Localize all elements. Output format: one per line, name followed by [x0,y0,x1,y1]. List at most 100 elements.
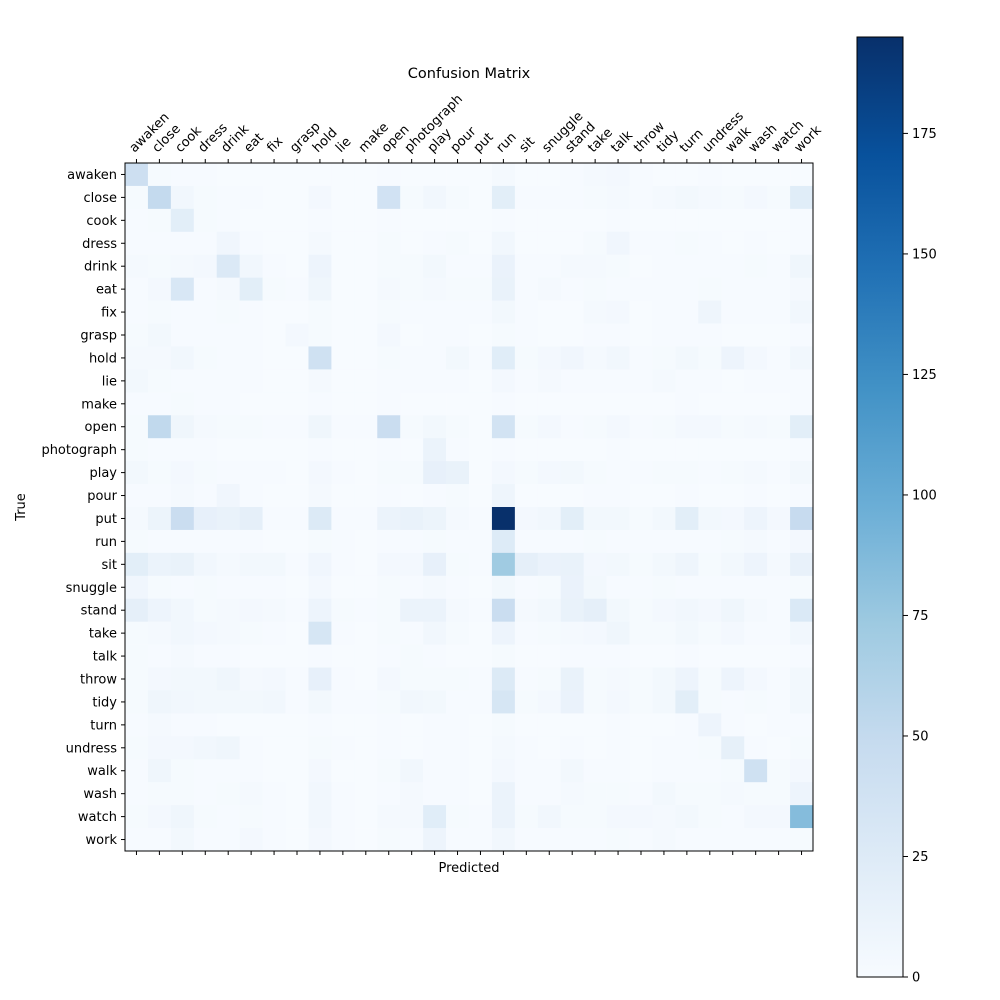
heatmap-cell [560,392,584,416]
heatmap-cell [377,231,401,256]
heatmap-cell [790,690,814,714]
heatmap-cell [469,346,493,370]
heatmap-cell [606,277,630,301]
heatmap-cell [629,736,653,760]
heatmap-cell [629,644,653,668]
heatmap-cell [767,667,791,691]
heatmap-cell [446,163,470,187]
heatmap-cell [400,782,424,806]
heatmap-cell [652,644,676,668]
heatmap-cell [560,507,584,531]
heatmap-cell [354,323,378,347]
heatmap-cell [147,254,172,278]
heatmap-cell [721,713,745,737]
heatmap-cell [377,254,401,278]
heatmap-cell [652,667,676,691]
heatmap-cell [537,667,562,691]
heatmap-cell [537,461,562,485]
heatmap-cell [377,713,401,737]
heatmap-cell [262,323,286,347]
heatmap-cell [606,438,630,462]
colorbar-tick-label: 50 [912,729,929,744]
heatmap-cell [446,300,470,324]
heatmap-cell [698,529,722,554]
heatmap-cell [698,759,722,783]
heatmap-cell [744,185,768,210]
heatmap-cell [537,552,562,577]
heatmap-cell [767,369,791,393]
heatmap-cell [216,231,240,256]
heatmap-cell [193,621,218,645]
colorbar [856,36,904,978]
heatmap-cell [675,529,699,554]
heatmap-cell [721,438,745,462]
y-tick-label: eat [96,283,117,298]
heatmap-cell [537,438,562,462]
heatmap-cell [583,163,607,187]
heatmap-cell [239,644,263,668]
heatmap-cell [147,552,172,577]
heatmap-cell [469,231,493,256]
heatmap-cell [170,254,195,278]
heatmap-cell [491,713,516,737]
heatmap-cell [170,782,195,806]
heatmap-cell [675,392,699,416]
y-tick-label: take [89,627,117,642]
heatmap-cell [147,231,172,256]
heatmap-cell [308,667,332,691]
heatmap-cell [216,736,240,760]
heatmap-cell [698,254,722,278]
heatmap-cell [239,736,263,760]
heatmap-cell [469,690,493,714]
heatmap-cell [537,185,562,210]
heatmap-cell [537,621,562,645]
heatmap-cell [790,277,814,301]
heatmap-cell [308,163,332,187]
heatmap-cell [377,346,401,370]
heatmap-cell [790,828,814,852]
heatmap-cell [652,690,676,714]
heatmap-cell [560,438,584,462]
heatmap-cell [652,346,676,370]
heatmap-cell [216,185,240,210]
heatmap-cell [721,461,745,485]
heatmap-cell [446,346,470,370]
heatmap-cell [147,621,172,645]
heatmap-cell [423,529,447,554]
heatmap-cell [400,690,424,714]
heatmap-cell [308,805,332,829]
heatmap-cell [193,782,218,806]
heatmap-cell [125,392,149,416]
heatmap-cell [446,323,470,347]
heatmap-cell [285,369,309,393]
heatmap-cell [400,415,424,439]
heatmap-cell [514,277,539,301]
heatmap-cell [125,346,149,370]
heatmap-cell [423,300,447,324]
heatmap-cell [469,185,493,210]
heatmap-cell [583,185,607,210]
heatmap-cell [790,507,814,531]
heatmap-cell [767,323,791,347]
heatmap-cell [790,208,814,233]
heatmap-cell [216,163,240,187]
heatmap-cell [537,598,562,622]
heatmap-cell [285,805,309,829]
heatmap-cell [331,782,355,806]
heatmap-cell [744,461,768,485]
heatmap-cell [583,484,607,508]
heatmap-cell [147,484,172,508]
heatmap-cell [262,254,286,278]
heatmap-cell [285,438,309,462]
heatmap-cell [560,782,584,806]
heatmap-cell [744,828,768,852]
heatmap-cell [537,323,562,347]
heatmap-cell [354,438,378,462]
heatmap-cell [583,621,607,645]
heatmap-cell [537,254,562,278]
heatmap-cell [262,208,286,233]
heatmap-cell [125,163,149,187]
heatmap-cell [377,369,401,393]
heatmap-cell [331,507,355,531]
